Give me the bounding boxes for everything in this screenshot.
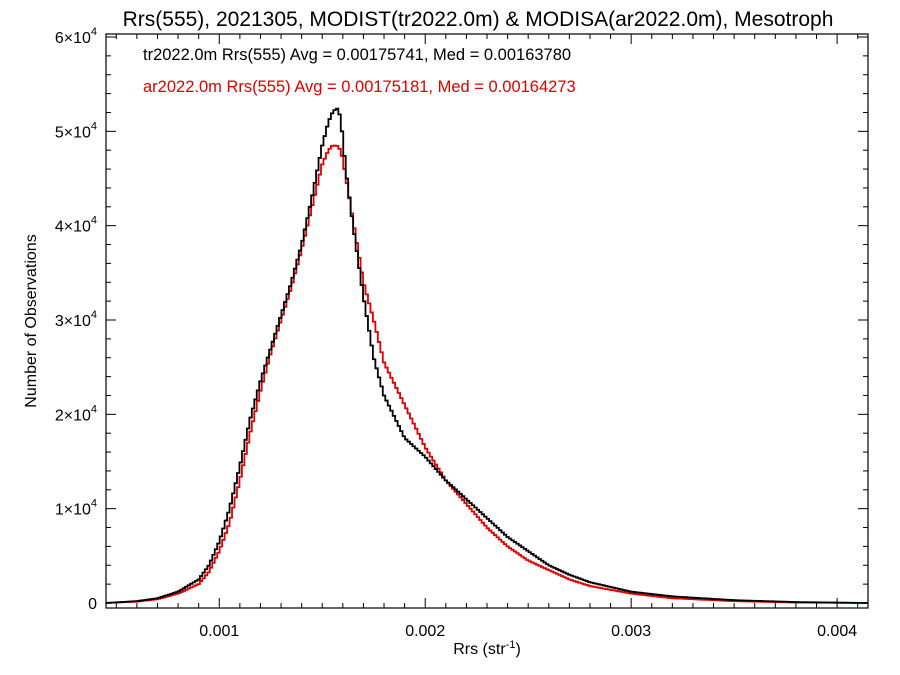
series-line-0 [106,107,869,604]
x-axis-label-sup: -1 [506,639,516,651]
plot-area [105,33,869,609]
x-axis-label-suffix: ) [515,641,520,658]
y-tick-label: 0 [88,596,97,613]
chart-title: Rrs(555), 2021305, MODIST(tr2022.0m) & M… [123,8,834,31]
y-tick-label: 1×104 [55,498,97,519]
series-layer [106,107,869,604]
legend-entry-tr2022: tr2022.0m Rrs(555) Avg = 0.00175741, Med… [143,46,571,64]
x-axis-label-text: Rrs (str [453,641,506,658]
y-tick-label: 5×104 [55,120,97,141]
x-tick-label: 0.003 [611,623,651,640]
x-tick-label: 0.004 [817,623,857,640]
x-axis-label: Rrs (str-1) [453,639,521,658]
legend: tr2022.0m Rrs(555) Avg = 0.00175741, Med… [143,46,576,96]
x-tick-label: 0.001 [199,623,239,640]
y-tick-label: 3×104 [55,309,97,330]
y-tick-label: 4×104 [55,215,97,236]
series-line-1 [106,144,869,604]
axis-ticks: 0.001 0.002 0.003 0.004 0 1×104 2×104 3×104 4×10… [55,26,868,640]
legend-entry-ar2022: ar2022.0m Rrs(555) Avg = 0.00175181, Med… [143,78,576,96]
y-tick-label: 2×104 [55,403,97,424]
y-axis-label: Number of Observations [23,234,40,407]
x-tick-label: 0.002 [405,623,445,640]
y-tick-label: 6×104 [55,26,97,47]
